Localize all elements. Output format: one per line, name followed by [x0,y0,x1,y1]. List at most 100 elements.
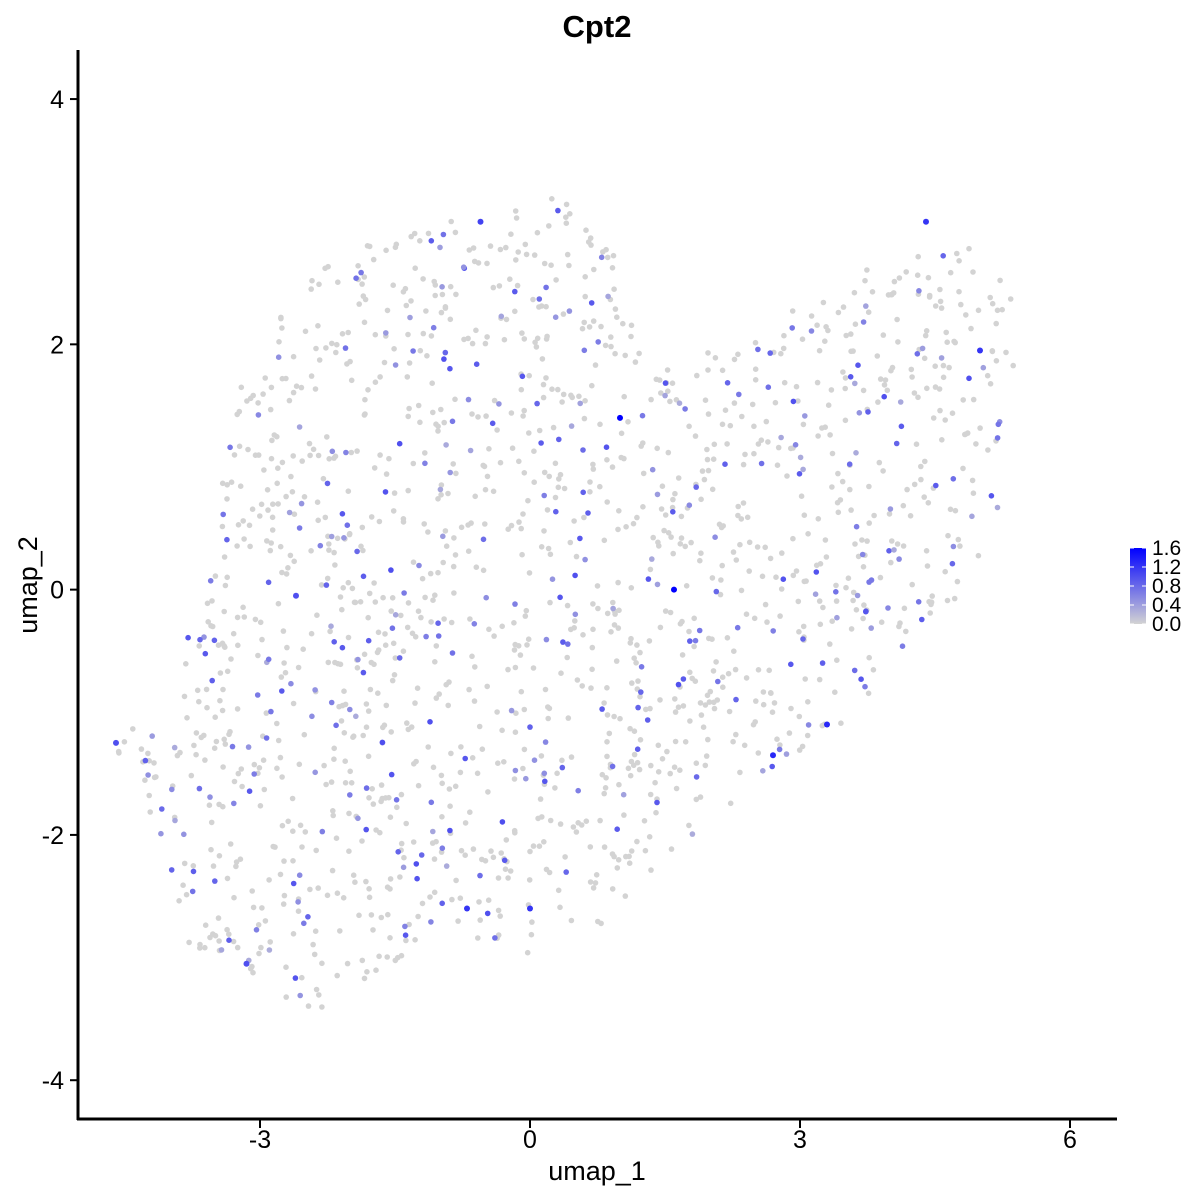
cell-point [815,516,822,522]
cell-point [369,786,376,792]
cell-point [614,314,620,321]
cell-point [776,746,783,753]
cell-point [940,253,946,259]
cell-point [654,799,660,806]
cell-point [368,912,375,918]
cell-point [520,511,526,517]
cell-point [422,450,428,456]
cell-point [734,624,741,631]
cell-point [942,568,948,575]
colorbar-tick-label: 0.4 [1152,594,1182,617]
cell-point [312,769,319,776]
cell-point [405,331,411,338]
cell-point [676,400,683,407]
cell-point [469,411,475,417]
cell-point [455,918,461,924]
cell-point [888,559,894,566]
cell-point [616,508,622,514]
cell-point [290,389,297,396]
cell-point [361,274,368,280]
cell-point [653,809,659,816]
cell-point [634,746,641,752]
cell-point [564,251,571,258]
cell-point [763,418,770,425]
cell-point [915,599,922,605]
cell-point [678,513,685,520]
cell-point [698,550,704,556]
cell-point [367,686,374,693]
cell-point [388,771,395,778]
cell-point [383,247,389,254]
colorbar-ticks: 0.00.40.81.21.6 [1130,537,1182,636]
cell-point [433,421,439,428]
cell-point [272,844,278,850]
cell-point [822,537,829,543]
cell-point [354,548,360,555]
cell-point [730,549,737,555]
cell-point [609,265,616,271]
cell-point [667,770,673,777]
cell-point [932,303,939,309]
cell-point [698,712,705,718]
cell-point [816,676,823,683]
cell-point [937,407,943,414]
cell-point [861,602,867,608]
cell-point [308,286,315,292]
cell-point [900,502,907,509]
cell-point [474,770,481,777]
cell-point [401,854,407,861]
cell-point [360,732,367,739]
cell-point [259,636,265,643]
cell-point [475,414,481,420]
cell-point [637,693,643,700]
cell-point [895,339,901,345]
cell-point [719,562,725,569]
cell-point [400,864,407,871]
cell-point [279,822,286,829]
cell-point [212,714,218,720]
cell-point [363,701,370,707]
cell-point [491,397,498,404]
cell-point [382,631,388,637]
cell-point [183,661,189,667]
cell-point [601,790,607,797]
cell-point [557,904,563,911]
cell-point [820,299,827,306]
cell-point [402,923,408,930]
cell-point [202,922,209,928]
cell-point [840,304,847,310]
cell-point [731,356,738,363]
cell-point [884,387,891,394]
cell-point [372,331,379,338]
cell-point [616,607,622,614]
x-tick-label: 6 [1063,1126,1077,1154]
cell-point [385,911,391,918]
cell-point [629,680,635,686]
cell-point [347,768,354,775]
cell-point [615,579,621,586]
cell-point [673,785,680,792]
cell-point [396,440,403,447]
cell-point [427,570,434,577]
cell-point [204,704,210,711]
cell-point [924,563,931,569]
cell-point [975,307,982,314]
cell-point [552,785,558,791]
cell-point [447,827,453,834]
cell-point [386,794,392,801]
cell-point [918,476,924,483]
cell-point [318,582,325,588]
cell-point [593,872,600,878]
cell-point [581,319,587,326]
cell-point [611,713,617,720]
cell-point [762,601,769,608]
cell-point [483,413,489,419]
cell-point [424,353,430,359]
cell-point [731,400,738,406]
cell-point [393,797,400,803]
cell-point [387,814,394,820]
cell-point [796,713,803,720]
cell-point [677,621,684,627]
cell-point [672,490,678,497]
cell-point [658,506,665,512]
